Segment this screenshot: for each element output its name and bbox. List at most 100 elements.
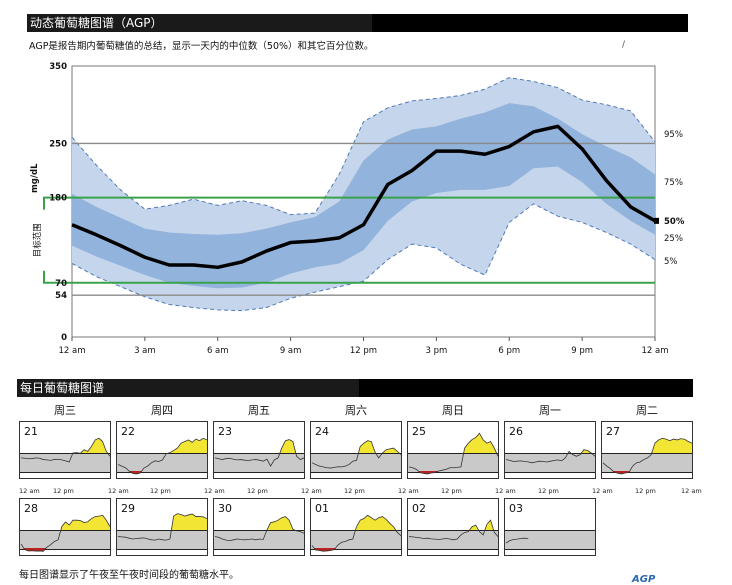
day-name: 周二 [636,404,658,417]
mini-target-band [505,453,595,473]
mini-time-label: 12 pm [635,487,656,495]
day-name: 周三 [54,404,76,417]
mini-date-label: 01 [315,502,329,515]
mini-time-label: 12 pm [538,487,559,495]
percentile-label: 5% [664,257,678,267]
mini-trace [408,432,498,475]
mini-time-label: 12 am [19,487,40,495]
daily-header-bar: 每日葡萄糖图谱 [17,379,693,397]
mini-high-fill [603,438,692,453]
mini-time-label: 12 am [681,487,702,495]
mini-line [311,440,401,469]
y-tick-label: 180 [49,194,67,204]
mini-low-fill [118,471,207,474]
mini-target-band [602,453,692,473]
day-name: 周一 [539,404,561,417]
mini-high-fill [409,433,498,453]
y-tick-label: 350 [49,62,67,72]
mini-date-label: 21 [24,425,38,438]
daily-profile-21: 21 [19,421,111,479]
mini-time-label: 12 pm [344,487,365,495]
percentile-label: 75% [664,178,683,188]
daily-profile-26: 26 [504,421,596,479]
mini-high-fill [118,438,207,453]
mini-trace [505,537,529,544]
x-tick-label: 9 am [280,346,302,356]
mini-date-label: 23 [218,425,232,438]
mini-high-fill [21,515,110,530]
mini-trace [505,449,595,464]
mini-time-label: 12 am [592,487,613,495]
mini-line [505,537,529,544]
agp-header-bar: 动态葡萄糖图谱（AGP） [27,14,688,32]
mini-date-label: 02 [412,502,426,515]
mini-low-fill [215,517,304,548]
mini-target-band [505,530,595,550]
mini-target-band [214,530,304,550]
band-25-75 [72,103,655,289]
mini-trace [408,519,498,548]
y-axis-label: mg/dL [30,163,40,193]
mini-time-label: 12 pm [53,487,74,495]
mini-high-fill [118,513,207,530]
y-tick-label: 250 [49,139,67,149]
mini-trace [214,439,304,467]
daily-profile-24: 24 [310,421,402,479]
mini-high-fill [312,515,401,530]
mini-trace [117,437,207,475]
mini-date-label: 03 [509,502,523,515]
daily-profile-25: 25 [407,421,499,479]
agp-chart: 350 250 180 70 54 0 12 am 3 am 6 am 9 am 12 pm 3 pm… [30,62,685,356]
mini-trace [311,514,401,552]
mini-date-label: 28 [24,502,38,515]
daily-profile-28: 28 [19,498,111,556]
mini-line [408,432,498,475]
day-name: 周六 [345,404,367,417]
mini-date-label: 25 [412,425,426,438]
daily-profile-22: 22 [116,421,208,479]
mini-line [117,437,207,475]
mini-high-fill [506,449,595,453]
mini-target-band [214,453,304,473]
mini-time-label: 12 pm [150,487,171,495]
mini-high-fill [409,520,498,530]
mini-line [505,449,595,464]
x-tick-label: 6 pm [498,346,520,356]
mini-trace [602,437,692,475]
outline-5 [71,203,656,312]
mini-line [20,437,110,463]
x-tick-label: 12 am [641,346,668,356]
mini-trace [214,516,304,548]
mini-time-label: 12 am [301,487,322,495]
y-tick-label: 54 [55,291,67,301]
percentile-label: 50% [664,217,685,227]
mini-date-label: 29 [121,502,135,515]
mini-date-label: 22 [121,425,135,438]
daily-footer-note: 每日图谱显示了午夜至午夜时间段的葡萄糖水平。 [19,570,239,581]
mini-time-label: 12 pm [441,487,462,495]
mini-line [20,514,110,552]
median-end-marker [654,217,659,224]
mini-target-band [117,453,207,473]
mini-target-band [408,453,498,473]
daily-header-title: 每日葡萄糖图谱 [20,381,105,395]
mini-low-fill [409,520,498,548]
daily-profile-03: 03 [504,498,596,556]
mini-date-label: 24 [315,425,329,438]
day-name: 周四 [151,404,173,417]
daily-profile-01: 01 [310,498,402,556]
mini-trace [311,440,401,471]
mini-low-fill [312,441,401,471]
mini-low-fill [409,471,498,474]
mini-date-label: 27 [606,425,620,438]
mini-line [408,519,498,541]
mini-line [117,513,207,541]
mini-line [214,439,304,467]
agp-header-title: 动态葡萄糖图谱（AGP） [30,16,163,30]
daily-profile-29: 29 [116,498,208,556]
mini-trace [20,437,110,463]
day-name: 周日 [442,404,464,417]
mini-trace [117,513,207,541]
mini-line [214,516,304,542]
mini-line [602,437,692,475]
